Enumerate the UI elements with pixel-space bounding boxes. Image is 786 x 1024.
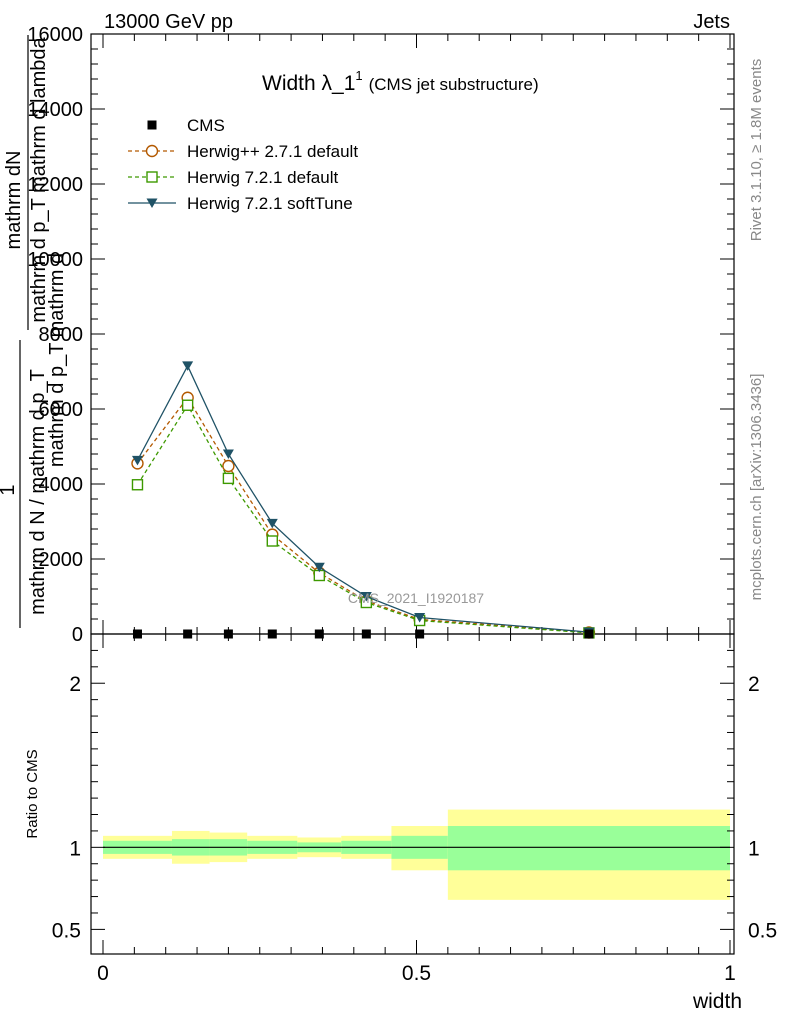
legend-label: Herwig++ 2.7.1 default — [187, 142, 358, 161]
ratio-y-tick-label-left: 1 — [69, 837, 81, 860]
legend-label: Herwig 7.2.1 softTune — [187, 194, 353, 213]
data-point-cms — [361, 629, 371, 639]
ratio-y-tick-label-right: 2 — [748, 673, 760, 696]
ratio-plot-frame — [90, 633, 735, 955]
header-left: 13000 GeV pp — [104, 11, 233, 33]
series-layer — [131, 361, 596, 639]
series-line-herwig-7-2-1-default — [136, 403, 589, 634]
data-point-herwig-7-2-1-default — [222, 472, 235, 485]
legend-marker — [147, 120, 157, 130]
legend-marker — [145, 144, 159, 158]
legend: CMS Herwig++ 2.7.1 default Herwig 7.2.1 de… — [128, 116, 358, 213]
data-point-herwig-7-2-1-softtune — [313, 562, 325, 573]
legend-entry-herwig-7-2-1-softtune: Herwig 7.2.1 softTune — [128, 194, 353, 213]
legend-label: CMS — [187, 116, 225, 135]
legend-label: Herwig 7.2.1 default — [187, 168, 338, 187]
data-point-herwig-7-2-1-softtune — [266, 518, 278, 529]
main-y-tick-label: 12000 — [27, 174, 83, 196]
main-y-tick-label: 14000 — [27, 99, 83, 121]
ratio-bands — [103, 809, 730, 900]
data-point-cms — [183, 629, 193, 639]
data-point-herwig-7-2-1-softtune — [222, 449, 234, 459]
plot-title: Width λ_11 (CMS jet substructure) — [262, 68, 539, 95]
ratio-ticks: 0.5 0.5 1 1 2 2 — [52, 649, 777, 942]
legend-marker — [146, 171, 158, 183]
mcplots-label: mcplots.cern.ch [arXiv:1306.3436] — [748, 374, 765, 601]
main-y-label: mathrm dN mathrm d p_T mathrm d lambda m… — [0, 35, 68, 628]
y-label-denominator: mathrm d N / mathrm d p_T — [27, 369, 49, 615]
ratio-band-inner-7 — [447, 826, 730, 871]
data-point-cms — [223, 629, 233, 639]
main-y-tick-label: 6000 — [39, 399, 84, 421]
data-point-herwig-7-2-1-softtune — [360, 592, 372, 602]
data-point-herwig-7-2-1-softtune — [131, 455, 143, 466]
legend-entry-herwig-7-2-1-default: Herwig 7.2.1 default — [128, 168, 338, 187]
ratio-y-tick-label-left: 2 — [69, 673, 81, 696]
main-y-tick-label: 10000 — [27, 249, 83, 271]
y-label-line3: mathrm d p_T mathrm d — [46, 253, 68, 467]
legend-entry-cms: CMS — [147, 116, 225, 135]
data-point-cms — [584, 629, 594, 639]
x-tick-label: 1 — [724, 962, 736, 985]
y-label-line2: mathrm d p_T mathrm d lambda — [28, 36, 50, 322]
legend-marker — [146, 198, 158, 208]
ratio-y-tick-label-right: 1 — [748, 837, 760, 860]
ratio-y-label: Ratio to CMS — [24, 749, 41, 838]
main-y-tick-label: 0 — [72, 624, 83, 646]
series-herwig-7-2-1-softtune — [131, 361, 595, 638]
x-tick-label: 0.5 — [402, 962, 431, 985]
header-right: Jets — [693, 11, 730, 33]
series-line-herwig-2-7-1-default — [136, 396, 589, 634]
x-axis-label: width — [692, 990, 742, 1013]
analysis-watermark: CMS_2021_I1920187 — [348, 590, 484, 606]
ratio-y-tick-label-right: 0.5 — [748, 919, 777, 942]
data-point-cms — [415, 629, 425, 639]
data-point-herwig-7-2-1-softtune — [182, 361, 194, 371]
series-line-herwig-7-2-1-softtune — [136, 364, 589, 633]
main-y-tick-label: 2000 — [39, 549, 84, 571]
main-y-ticks: 0 2000 4000 6000 8000 10000 12000 14000 16000 — [27, 24, 734, 646]
x-tick-label: 0 — [97, 962, 109, 985]
ratio-y-tick-label-left: 0.5 — [52, 919, 81, 942]
data-point-herwig-7-2-1-default — [181, 399, 194, 411]
data-point-herwig-7-2-1-default — [131, 479, 144, 491]
rivet-version-label: Rivet 3.1.10, ≥ 1.8M events — [748, 59, 765, 242]
data-point-herwig-7-2-1-softtune — [414, 613, 426, 623]
data-point-cms — [267, 629, 277, 639]
data-point-herwig-7-2-1-default — [266, 535, 278, 547]
main-y-tick-label: 4000 — [39, 474, 84, 496]
y-label-one: 1 — [0, 484, 19, 495]
data-point-herwig-2-7-1-default — [222, 459, 235, 473]
main-y-tick-label: 16000 — [27, 24, 83, 46]
data-point-cms — [314, 629, 324, 639]
legend-entry-herwig-2-7-1-default: Herwig++ 2.7.1 default — [128, 142, 358, 161]
y-label-line1: mathrm dN — [3, 151, 25, 250]
main-y-tick-label: 8000 — [39, 324, 84, 346]
series-cms — [132, 629, 594, 639]
data-point-cms — [132, 629, 142, 639]
